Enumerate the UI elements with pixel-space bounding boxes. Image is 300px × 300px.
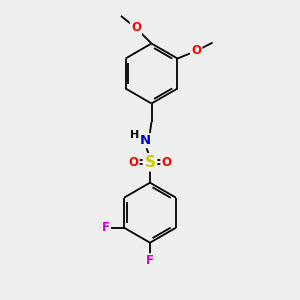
Text: O: O: [128, 156, 139, 169]
Text: N: N: [140, 134, 151, 147]
Text: O: O: [191, 44, 201, 58]
Text: H: H: [130, 130, 140, 140]
Text: O: O: [131, 21, 141, 34]
Text: S: S: [145, 155, 155, 170]
Text: F: F: [102, 221, 110, 234]
Text: F: F: [146, 254, 154, 267]
Text: O: O: [161, 156, 172, 169]
